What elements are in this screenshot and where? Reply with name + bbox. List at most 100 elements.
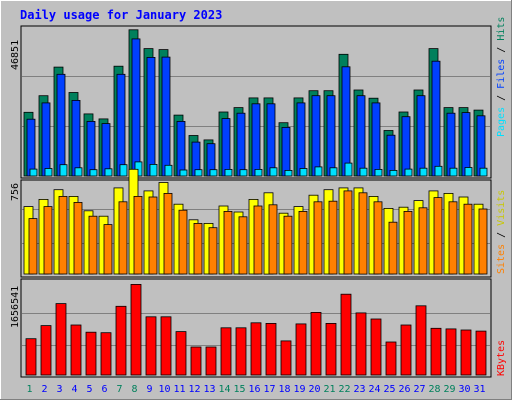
bar-pages-day-27	[419, 167, 428, 177]
bar-files-day-19	[296, 102, 306, 177]
x-label-day-31: 31	[473, 384, 485, 395]
bar-files-day-29	[446, 112, 456, 177]
x-label-day-28: 28	[428, 384, 440, 395]
bar-sites-day-1	[28, 218, 38, 275]
bar-pages-day-30	[464, 167, 473, 177]
bar-pages-day-18	[284, 169, 293, 177]
bar-files-day-2	[41, 102, 51, 177]
bar-sites-day-6	[103, 224, 113, 275]
bar-kbytes-day-5	[85, 331, 97, 376]
bar-pages-day-17	[269, 167, 278, 177]
x-label-day-8: 8	[131, 384, 137, 395]
hits-ymax-label: 46851	[10, 40, 21, 70]
x-label-day-19: 19	[293, 384, 305, 395]
x-label-day-30: 30	[458, 384, 470, 395]
bar-files-day-24	[371, 102, 381, 177]
bar-kbytes-day-19	[295, 323, 307, 376]
bar-sites-day-2	[43, 206, 53, 275]
bar-pages-day-23	[359, 167, 368, 177]
bar-pages-day-6	[104, 168, 113, 177]
graph-title: Daily usage for January 2023	[20, 8, 222, 22]
x-label-day-20: 20	[308, 384, 320, 395]
x-label-day-15: 15	[233, 384, 245, 395]
x-label-day-17: 17	[263, 384, 275, 395]
visits-ymax-label: 756	[10, 183, 21, 201]
bars-layer	[23, 29, 488, 376]
x-label-day-6: 6	[101, 384, 107, 395]
bar-pages-day-4	[74, 167, 83, 177]
bar-files-day-22	[341, 66, 351, 177]
x-axis-labels: 1 2 3 4 5 6 7 8 9 10 11 12 13 14 15 16 17 18 19 20 21 22 23 24 2…	[26, 384, 485, 395]
bar-pages-day-2	[44, 168, 53, 177]
x-label-day-9: 9	[146, 384, 152, 395]
bar-pages-day-25	[389, 169, 398, 177]
bar-files-day-30	[461, 112, 471, 177]
x-label-day-4: 4	[71, 384, 77, 395]
bar-sites-day-3	[58, 195, 68, 275]
bar-kbytes-day-21	[325, 322, 337, 376]
bar-kbytes-day-28	[430, 327, 442, 376]
bar-pages-day-19	[299, 168, 308, 177]
bar-kbytes-day-24	[370, 318, 382, 376]
bar-pages-day-7	[119, 164, 128, 177]
bar-files-day-8	[131, 38, 141, 177]
legend-visits-panel: Sites / Visits	[496, 190, 507, 274]
bar-kbytes-day-4	[70, 324, 82, 376]
bar-kbytes-day-9	[145, 316, 157, 376]
bar-files-day-17	[266, 103, 276, 177]
bar-files-day-15	[236, 112, 246, 177]
x-label-day-24: 24	[368, 384, 380, 395]
bar-kbytes-day-14	[220, 327, 232, 376]
legend-hits: Hits	[496, 17, 507, 41]
bar-pages-day-14	[224, 168, 233, 177]
x-label-day-1: 1	[26, 384, 32, 395]
bar-pages-day-28	[434, 165, 443, 177]
bar-pages-day-11	[179, 169, 188, 177]
bar-sites-day-10	[163, 192, 173, 275]
bar-kbytes-day-23	[355, 312, 367, 376]
bar-kbytes-day-20	[310, 311, 322, 376]
x-label-day-21: 21	[323, 384, 335, 395]
bar-pages-day-12	[194, 169, 203, 177]
x-label-day-22: 22	[338, 384, 350, 395]
bar-pages-day-10	[164, 164, 173, 177]
legend-pages: Pages	[496, 107, 507, 137]
legend-sep-2: /	[496, 41, 507, 59]
bar-kbytes-day-22	[340, 293, 352, 376]
legend-kbytes: KBytes	[496, 340, 507, 376]
legend-hits-panel: Pages / Files / Hits	[496, 17, 507, 137]
bar-kbytes-day-26	[400, 324, 412, 376]
bar-files-day-9	[146, 57, 156, 177]
bar-sites-day-19	[298, 210, 308, 275]
bar-kbytes-day-3	[55, 303, 67, 376]
x-label-day-26: 26	[398, 384, 410, 395]
bar-pages-day-16	[254, 168, 263, 177]
bar-files-day-28	[431, 60, 441, 177]
bar-pages-day-31	[479, 167, 488, 177]
bar-sites-day-26	[403, 210, 413, 275]
bar-sites-day-29	[448, 201, 458, 275]
bar-files-day-14	[221, 118, 231, 177]
bar-sites-day-4	[73, 201, 83, 275]
bar-files-day-1	[26, 118, 36, 177]
x-label-day-16: 16	[248, 384, 260, 395]
bar-pages-day-3	[59, 164, 68, 177]
bar-sites-day-17	[268, 204, 278, 275]
bar-files-day-6	[101, 123, 111, 177]
bar-kbytes-day-25	[385, 341, 397, 376]
bar-pages-day-22	[344, 162, 353, 177]
bar-files-day-10	[161, 56, 171, 177]
bar-files-day-7	[116, 73, 126, 177]
bar-pages-day-29	[449, 167, 458, 177]
x-label-day-5: 5	[86, 384, 92, 395]
kbytes-ymax-label: 1656541	[10, 286, 21, 328]
bar-files-day-18	[281, 127, 291, 177]
bar-files-day-4	[71, 100, 81, 177]
bar-kbytes-day-31	[475, 330, 487, 376]
bar-sites-day-23	[358, 192, 368, 275]
bar-sites-day-21	[328, 200, 338, 275]
bar-sites-day-20	[313, 201, 323, 275]
bar-pages-day-5	[89, 169, 98, 177]
bar-sites-day-28	[433, 197, 443, 275]
bar-kbytes-day-8	[130, 283, 142, 376]
